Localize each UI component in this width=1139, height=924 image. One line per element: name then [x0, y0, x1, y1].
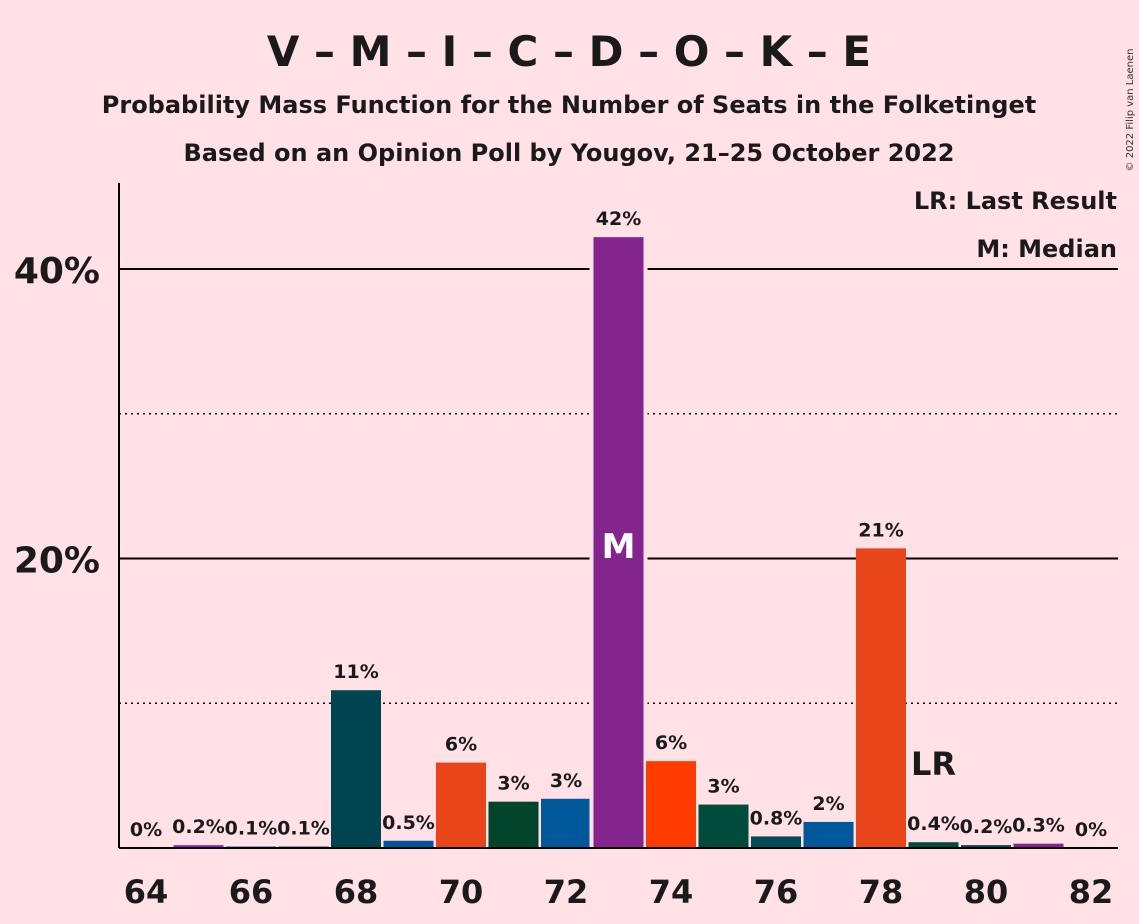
last-result-marker: LR [911, 745, 956, 783]
bar-label-76: 0.8% [750, 807, 803, 829]
bar-65 [173, 845, 224, 848]
bar-71 [488, 801, 539, 848]
bar-73 [593, 237, 644, 848]
chart-title: V – M – I – C – D – O – K – E [267, 27, 871, 76]
bar-label-74: 6% [655, 732, 687, 754]
bar-label-65: 0.2% [172, 816, 225, 838]
bar-80 [961, 845, 1011, 848]
bar-label-70: 6% [445, 734, 477, 756]
x-tick-label-64: 64 [124, 873, 169, 911]
x-tick-labels: 64 66 68 70 72 74 76 78 80 82 [124, 873, 1114, 911]
bar-label-72: 3% [550, 770, 582, 792]
x-tick-label-76: 76 [754, 873, 799, 911]
bar-label-69: 0.5% [382, 812, 435, 834]
bar-label-77: 2% [812, 793, 844, 815]
x-tick-label-68: 68 [334, 873, 379, 911]
bar-74 [646, 761, 696, 848]
x-tick-label-74: 74 [649, 873, 694, 911]
y-tick-label-1: 20% [14, 541, 100, 582]
x-tick-label-80: 80 [964, 873, 1009, 911]
bar-79 [908, 842, 959, 848]
median-marker: M [602, 527, 636, 567]
bar-78 [856, 548, 906, 848]
bar-label-64: 0% [130, 819, 162, 841]
bar-label-81: 0.3% [1012, 815, 1065, 837]
bar-label-75: 3% [707, 776, 739, 798]
y-tick-labels: 40% 20% [14, 251, 100, 582]
bar-labels: 0% 0.2% 0.1% 0.1%11%0.5%6%3% 3%42%6%3%0.8%2%… [130, 208, 1107, 841]
bar-label-67: 0.1% [277, 818, 330, 840]
bar-label-78: 21% [858, 519, 903, 541]
bar-label-68: 11% [333, 661, 378, 683]
bar-77 [803, 821, 854, 848]
legend-median-bg [980, 229, 1120, 265]
bar-label-80: 0.2% [960, 816, 1013, 838]
x-tick-label-66: 66 [229, 873, 274, 911]
bar-81 [1013, 843, 1064, 848]
legend-median: M: Median [976, 235, 1117, 263]
bar-76 [751, 836, 801, 848]
bar-68 [331, 690, 381, 848]
bar-label-79: 0.4% [907, 813, 960, 835]
chart-subtitle-1: Probability Mass Function for the Number… [102, 91, 1036, 119]
x-tick-label-70: 70 [439, 873, 484, 911]
x-tick-label-78: 78 [859, 873, 904, 911]
markers: M LR [602, 527, 956, 783]
x-tick-label-82: 82 [1069, 873, 1114, 911]
bar-69 [383, 840, 434, 848]
bar-label-66: 0.1% [225, 818, 278, 840]
bar-72 [541, 798, 591, 848]
bar-label-71: 3% [497, 773, 529, 795]
legend-last-result: LR: Last Result [914, 187, 1117, 215]
bar-70 [436, 762, 486, 848]
x-tick-label-72: 72 [544, 873, 589, 911]
legend-lr-bg [930, 183, 1120, 223]
bars [173, 233, 1064, 848]
bar-label-82: 0% [1075, 819, 1107, 841]
copyright-note: © 2022 Filip van Laenen [1125, 49, 1136, 172]
chart-subtitle-2: Based on an Opinion Poll by Yougov, 21–2… [183, 139, 954, 167]
bar-75 [698, 804, 749, 848]
bar-label-73: 42% [596, 208, 641, 230]
y-tick-label-0: 40% [14, 251, 100, 292]
